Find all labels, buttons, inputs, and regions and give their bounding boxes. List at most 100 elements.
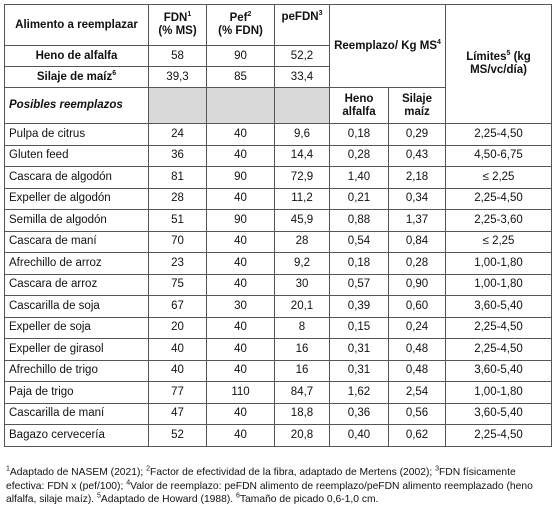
cell-heno: 0,40 bbox=[329, 424, 389, 447]
cell-silaje: 0,34 bbox=[387, 187, 447, 210]
cell-limites: 3,60-5,40 bbox=[445, 295, 553, 318]
cell-fdn: 23 bbox=[148, 252, 207, 275]
cell-silaje: 0,24 bbox=[387, 316, 447, 339]
cell-heno: 0,15 bbox=[329, 316, 389, 339]
cell-fdn: 47 bbox=[148, 402, 207, 425]
cell-pefdn: 9,6 bbox=[274, 123, 330, 146]
header-limites: Límites5 (kg MS/vc/día) bbox=[445, 4, 553, 124]
table-row: Expeller de girasol 40 40 16 0,31 0,48 2,25-4,… bbox=[4, 338, 553, 361]
cell-pefdn: 28 bbox=[274, 230, 330, 253]
cell-name: Cascara de maní bbox=[4, 230, 149, 253]
cell-name: Gluten feed bbox=[4, 144, 149, 167]
cell-fdn: 36 bbox=[148, 144, 207, 167]
table-row: Pulpa de citrus 24 40 9,6 0,18 0,29 2,25-4,50 bbox=[4, 123, 553, 146]
table-row: Expeller de soja 20 40 8 0,15 0,24 2,25-4,50 bbox=[4, 316, 553, 339]
table-row: Cascara de maní 70 40 28 0,54 0,84 ≤ 2,25 bbox=[4, 230, 553, 253]
cell-fdn: 67 bbox=[148, 295, 207, 318]
cell-silaje: 0,56 bbox=[387, 402, 447, 425]
cell-fdn: 20 bbox=[148, 316, 207, 339]
subheader-silaje: Silaje maíz bbox=[387, 87, 447, 124]
cell-pef: 40 bbox=[206, 252, 275, 275]
base-name: Heno de alfalfa bbox=[4, 45, 149, 67]
gray-cell bbox=[274, 87, 330, 124]
cell-limites: 2,25-4,50 bbox=[445, 187, 553, 210]
cell-heno: 0,18 bbox=[329, 252, 389, 275]
header-row: Alimento a reemplazar FDN1 (% MS) Pef2 (… bbox=[4, 4, 553, 124]
cell-heno: 0,31 bbox=[329, 359, 389, 382]
cell-name: Expeller de girasol bbox=[4, 338, 149, 361]
cell-name: Afrechillo de arroz bbox=[4, 252, 149, 275]
cell-fdn: 77 bbox=[148, 381, 207, 404]
cell-silaje: 0,62 bbox=[387, 424, 447, 447]
base-pef: 85 bbox=[206, 66, 275, 88]
cell-fdn: 28 bbox=[148, 187, 207, 210]
header-reemplazo: Reemplazo/ Kg MS4 bbox=[328, 4, 447, 88]
cell-heno: 0,57 bbox=[329, 273, 389, 296]
cell-pefdn: 84,7 bbox=[274, 381, 330, 404]
cell-pef: 90 bbox=[206, 166, 275, 189]
cell-name: Cascarilla de maní bbox=[4, 402, 149, 425]
cell-pefdn: 14,4 bbox=[274, 144, 330, 167]
cell-pefdn: 18,8 bbox=[274, 402, 330, 425]
cell-limites: ≤ 2,25 bbox=[445, 230, 553, 253]
cell-pef: 40 bbox=[206, 123, 275, 146]
base-fdn: 39,3 bbox=[148, 66, 207, 88]
cell-limites: 2,25-4,50 bbox=[445, 316, 553, 339]
cell-name: Cascara de algodón bbox=[4, 166, 149, 189]
cell-heno: 0,54 bbox=[329, 230, 389, 253]
cell-pef: 40 bbox=[206, 144, 275, 167]
cell-silaje: 2,18 bbox=[387, 166, 447, 189]
cell-name: Afrechillo de trigo bbox=[4, 359, 149, 382]
cell-name: Expeller de soja bbox=[4, 316, 149, 339]
cell-heno: 1,40 bbox=[329, 166, 389, 189]
cell-pefdn: 20,1 bbox=[274, 295, 330, 318]
cell-silaje: 0,48 bbox=[387, 338, 447, 361]
cell-limites: 1,00-1,80 bbox=[445, 381, 553, 404]
cell-pefdn: 11,2 bbox=[274, 187, 330, 210]
header-alimento: Alimento a reemplazar bbox=[4, 4, 149, 46]
section-label: Posibles reemplazos bbox=[4, 87, 149, 124]
cell-pefdn: 16 bbox=[274, 359, 330, 382]
cell-heno: 0,28 bbox=[329, 144, 389, 167]
subheader-heno: Heno alfalfa bbox=[329, 87, 389, 124]
table-row: Gluten feed 36 40 14,4 0,28 0,43 4,50-6,75 bbox=[4, 144, 553, 167]
cell-limites: 2,25-3,60 bbox=[445, 209, 553, 232]
cell-heno: 0,21 bbox=[329, 187, 389, 210]
cell-name: Expeller de algodón bbox=[4, 187, 149, 210]
cell-silaje: 0,60 bbox=[387, 295, 447, 318]
cell-fdn: 81 bbox=[148, 166, 207, 189]
cell-silaje: 0,43 bbox=[387, 144, 447, 167]
base-row: Heno de alfalfa 58 90 52,2 bbox=[4, 45, 552, 67]
cell-pef: 110 bbox=[206, 381, 275, 404]
gray-cell bbox=[148, 87, 207, 124]
cell-fdn: 70 bbox=[148, 230, 207, 253]
cell-heno: 0,39 bbox=[329, 295, 389, 318]
cell-pef: 40 bbox=[206, 359, 275, 382]
header-fdn: FDN1 (% MS) bbox=[148, 4, 207, 46]
cell-limites: 2,25-4,50 bbox=[445, 424, 553, 447]
cell-name: Bagazo cervecería bbox=[4, 424, 149, 447]
cell-heno: 0,18 bbox=[329, 123, 389, 146]
cell-fdn: 40 bbox=[148, 338, 207, 361]
cell-pefdn: 8 bbox=[274, 316, 330, 339]
cell-limites: 1,00-1,80 bbox=[445, 252, 553, 275]
header-pef: Pef2 (% FDN) bbox=[206, 4, 275, 46]
cell-name: Semilla de algodón bbox=[4, 209, 149, 232]
cell-name: Paja de trigo bbox=[4, 381, 149, 404]
base-fdn: 58 bbox=[148, 45, 207, 67]
base-pefdn: 52,2 bbox=[274, 45, 330, 67]
forage-replacement-table: Alimento a reemplazar FDN1 (% MS) Pef2 (… bbox=[4, 4, 553, 447]
cell-fdn: 40 bbox=[148, 359, 207, 382]
cell-name: Cascara de arroz bbox=[4, 273, 149, 296]
cell-fdn: 75 bbox=[148, 273, 207, 296]
cell-pefdn: 30 bbox=[274, 273, 330, 296]
header-pefdn: peFDN3 bbox=[274, 4, 330, 46]
cell-pefdn: 16 bbox=[274, 338, 330, 361]
cell-name: Cascarilla de soja bbox=[4, 295, 149, 318]
cell-pef: 40 bbox=[206, 316, 275, 339]
cell-pef: 40 bbox=[206, 424, 275, 447]
base-name: Silaje de maíz6 bbox=[4, 66, 149, 88]
cell-silaje: 0,48 bbox=[387, 359, 447, 382]
cell-limites: 3,60-5,40 bbox=[445, 402, 553, 425]
